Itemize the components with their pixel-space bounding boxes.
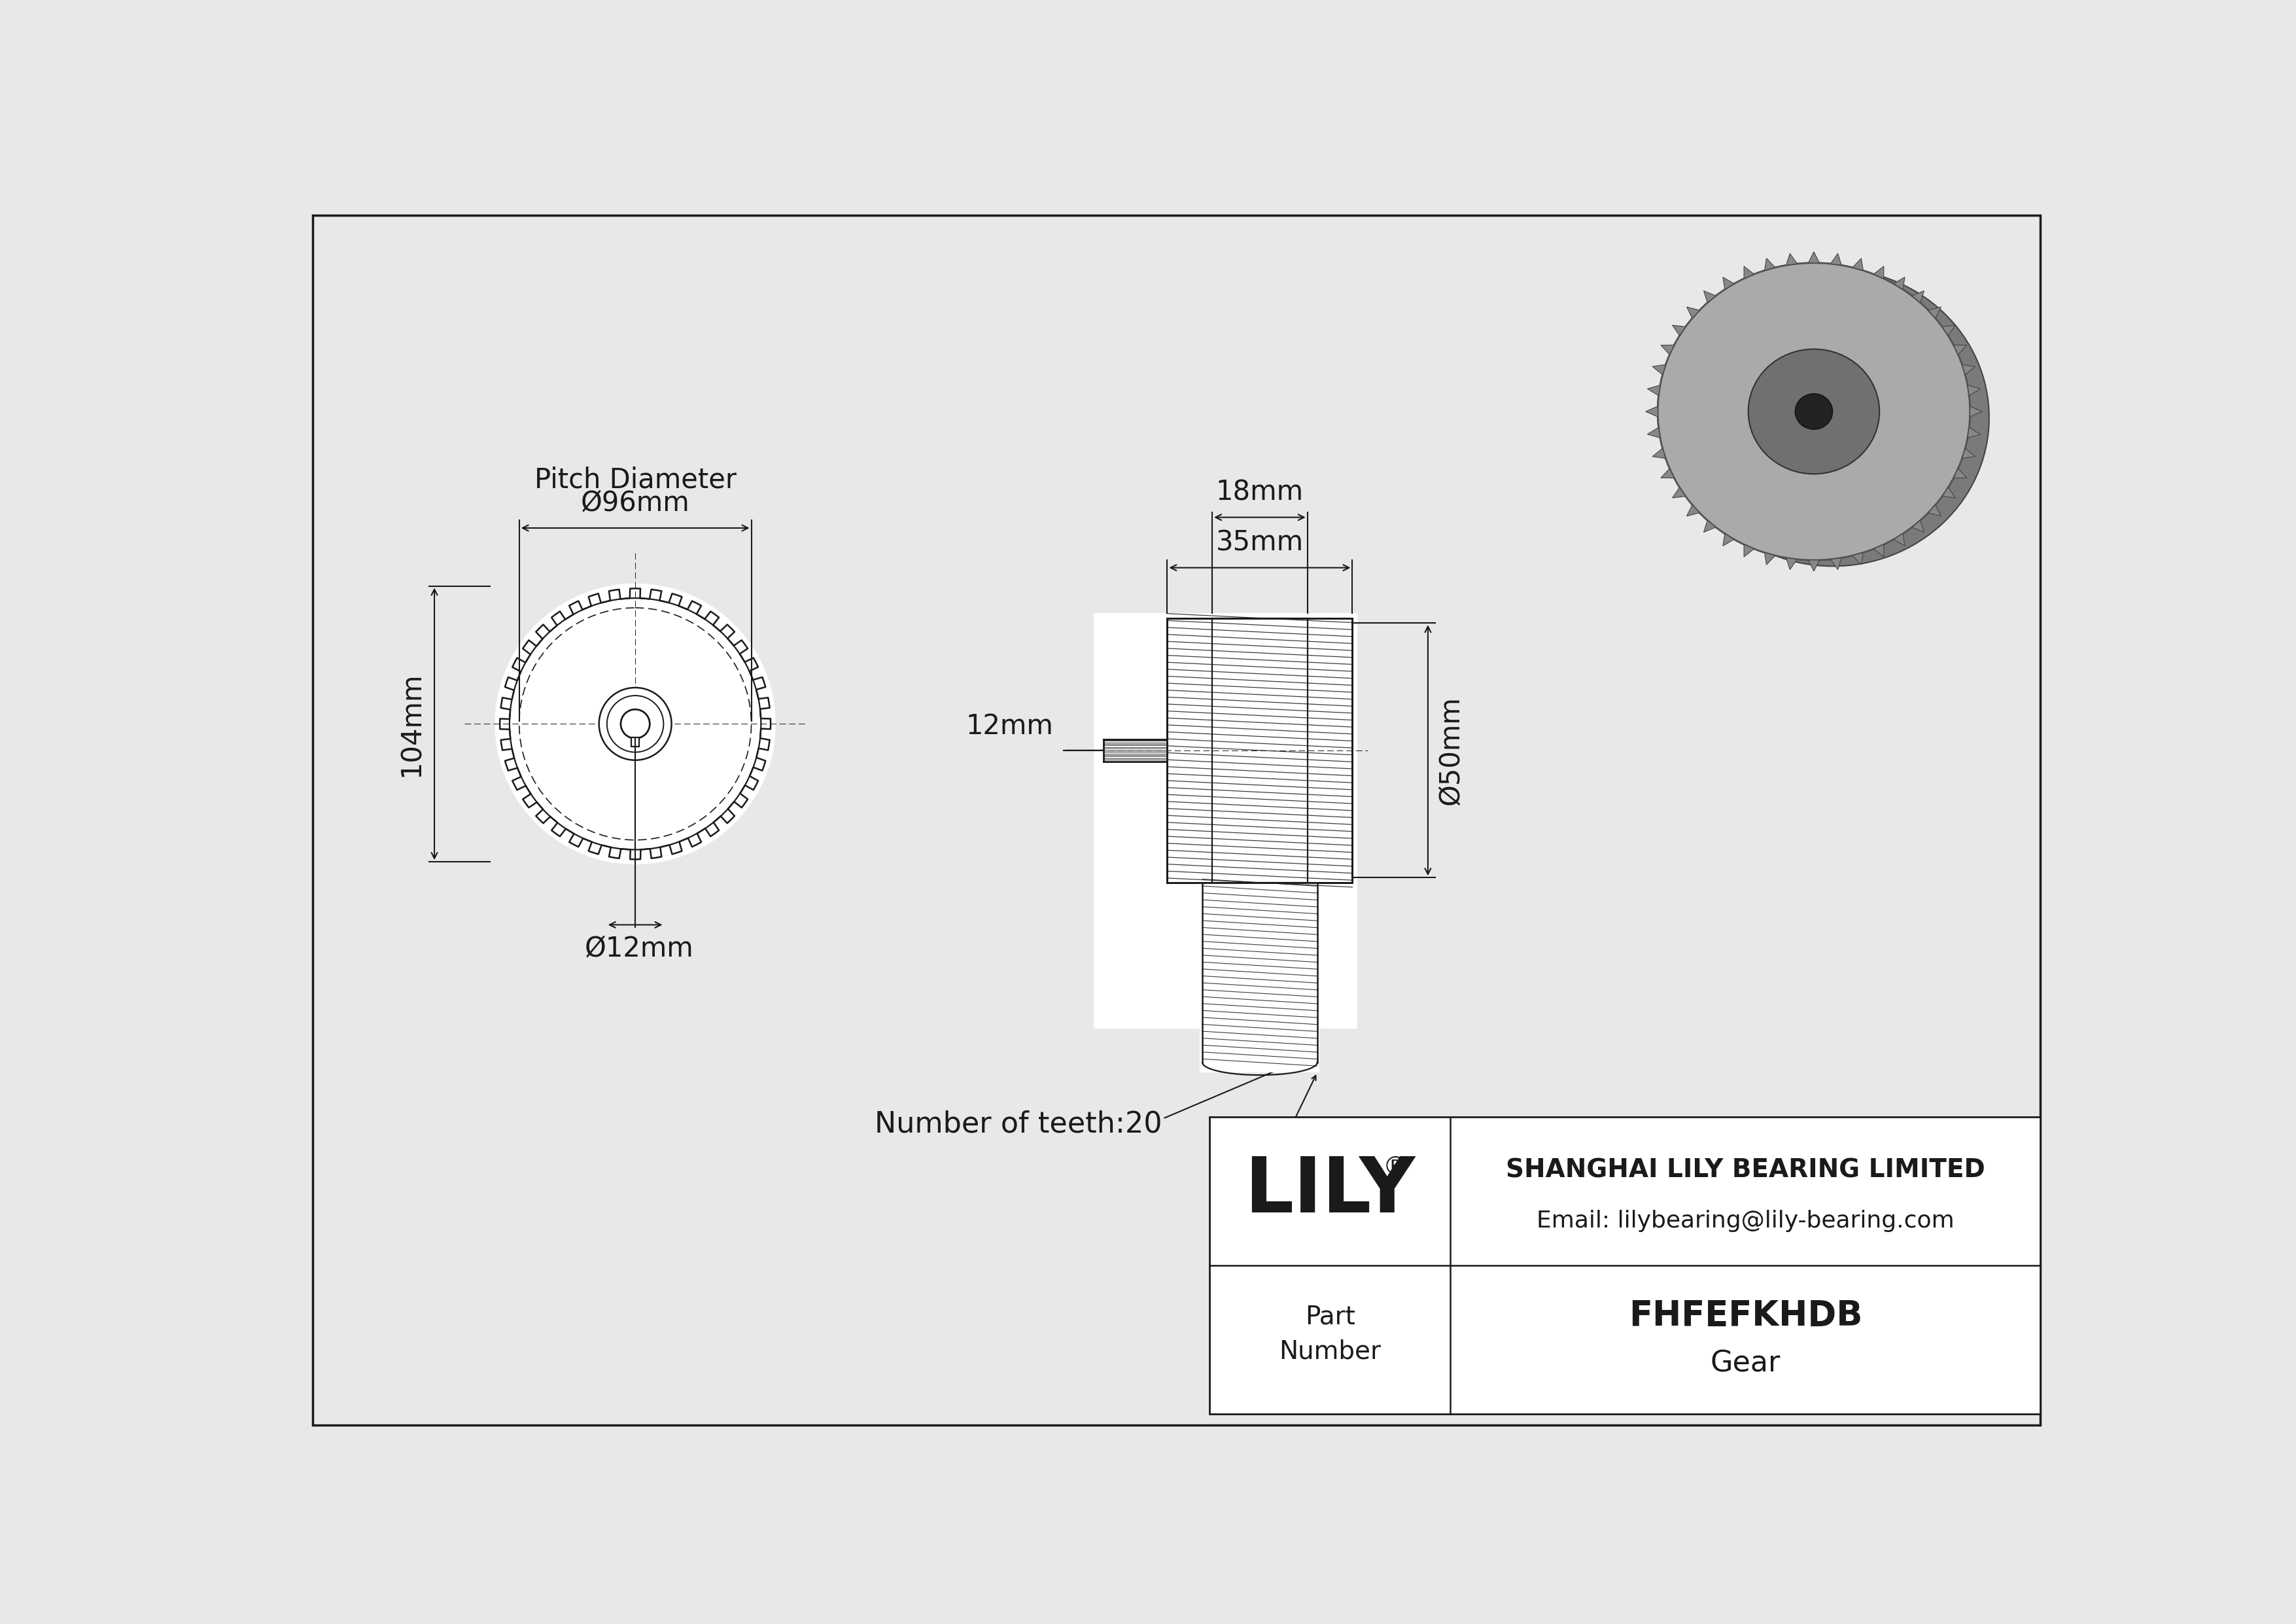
Bar — [1201, 882, 1320, 1072]
Ellipse shape — [1658, 263, 1970, 560]
Text: Number of teeth:20: Number of teeth:20 — [875, 1111, 1162, 1138]
Text: SHANGHAI LILY BEARING LIMITED: SHANGHAI LILY BEARING LIMITED — [1506, 1158, 1986, 1182]
Polygon shape — [1968, 427, 1981, 438]
Polygon shape — [1722, 534, 1733, 546]
Text: Email: lilybearing@lily-bearing.com: Email: lilybearing@lily-bearing.com — [1536, 1210, 1954, 1233]
Text: ®: ® — [1382, 1155, 1407, 1179]
Polygon shape — [1968, 385, 1981, 396]
Polygon shape — [1942, 325, 1956, 336]
Polygon shape — [1853, 258, 1862, 271]
Circle shape — [496, 583, 776, 864]
Text: 104mm: 104mm — [397, 671, 425, 776]
Polygon shape — [1874, 266, 1883, 279]
Bar — [1166, 619, 1352, 882]
Polygon shape — [1745, 266, 1754, 279]
Circle shape — [599, 687, 670, 760]
Polygon shape — [1786, 557, 1798, 570]
Circle shape — [498, 588, 771, 861]
Ellipse shape — [1658, 263, 1970, 560]
Text: Pitch Diameter: Pitch Diameter — [535, 466, 737, 494]
Polygon shape — [1745, 544, 1754, 557]
Polygon shape — [1809, 252, 1818, 263]
Polygon shape — [1894, 534, 1906, 546]
Polygon shape — [1913, 520, 1924, 533]
Polygon shape — [1954, 468, 1968, 477]
Polygon shape — [1963, 448, 1975, 458]
Text: Gear: Gear — [1711, 1350, 1782, 1377]
Ellipse shape — [1676, 270, 1988, 567]
Circle shape — [606, 695, 664, 752]
Polygon shape — [1970, 406, 1981, 417]
Text: 35mm: 35mm — [1217, 529, 1304, 557]
Bar — [1210, 1117, 2041, 1415]
Circle shape — [620, 710, 650, 739]
Bar — [1104, 739, 1166, 762]
Polygon shape — [1874, 544, 1883, 557]
Polygon shape — [1688, 505, 1699, 516]
Text: LILY: LILY — [1244, 1153, 1414, 1229]
Bar — [631, 737, 638, 747]
Polygon shape — [1766, 552, 1775, 565]
Polygon shape — [1853, 552, 1862, 565]
Text: Ø50mm: Ø50mm — [1437, 695, 1465, 806]
Polygon shape — [1894, 278, 1906, 289]
Polygon shape — [1660, 468, 1674, 477]
Text: Ø12mm: Ø12mm — [585, 935, 693, 963]
Bar — [1212, 619, 1306, 882]
Polygon shape — [1646, 385, 1660, 396]
Polygon shape — [1704, 291, 1715, 302]
Bar — [1210, 1117, 2041, 1415]
Ellipse shape — [1747, 349, 1880, 474]
Polygon shape — [1646, 427, 1660, 438]
Polygon shape — [1653, 448, 1665, 458]
Polygon shape — [1786, 253, 1798, 265]
Polygon shape — [1671, 487, 1685, 499]
Polygon shape — [1671, 325, 1685, 336]
Text: Part
Number: Part Number — [1279, 1304, 1380, 1364]
Polygon shape — [1660, 344, 1674, 354]
Polygon shape — [1830, 253, 1841, 265]
Bar — [1093, 612, 1357, 1028]
Polygon shape — [1913, 291, 1924, 302]
Polygon shape — [1963, 364, 1975, 375]
Polygon shape — [1646, 406, 1658, 417]
Polygon shape — [1688, 307, 1699, 318]
Polygon shape — [1809, 560, 1818, 572]
Ellipse shape — [1795, 393, 1832, 429]
Polygon shape — [1653, 364, 1665, 375]
Polygon shape — [1766, 258, 1775, 271]
Polygon shape — [1954, 344, 1968, 354]
Polygon shape — [1929, 307, 1940, 318]
Text: Ø96mm: Ø96mm — [581, 489, 689, 516]
Polygon shape — [1830, 557, 1841, 570]
Polygon shape — [1929, 505, 1940, 516]
Text: 18mm: 18mm — [1217, 479, 1304, 507]
Polygon shape — [1722, 278, 1733, 289]
Polygon shape — [1704, 520, 1715, 533]
Polygon shape — [1942, 487, 1956, 499]
Text: 12mm: 12mm — [967, 713, 1054, 741]
Text: FHFEFKHDB: FHFEFKHDB — [1628, 1299, 1862, 1333]
